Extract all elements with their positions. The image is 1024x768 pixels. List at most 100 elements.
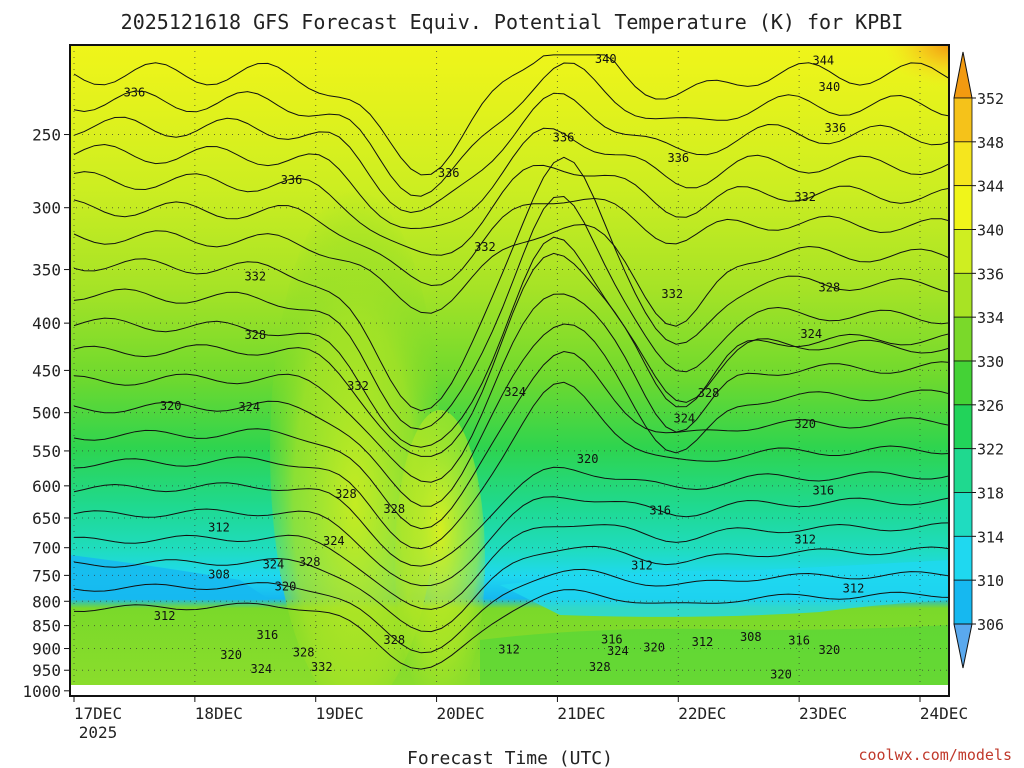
contour-label: 320: [770, 667, 792, 681]
y-axis: 250 300 350 400 450 500 550 600 650 700 750 800 850 9…: [22, 126, 70, 701]
contour-label: 328: [335, 487, 357, 501]
contour-line: [73, 589, 949, 670]
y-tick-label: 850: [32, 617, 61, 636]
contour-line: [73, 236, 949, 448]
colorbar-label: 318: [977, 485, 1004, 503]
y-tick-label: 800: [32, 592, 61, 611]
contour-label: 344: [812, 54, 834, 68]
contour-label: 320: [220, 648, 242, 662]
x-tick-label: 20DEC: [436, 704, 484, 723]
contour-line: [73, 197, 949, 287]
colorbar-bottom-arrow: [953, 623, 973, 669]
contour-label: 336: [667, 151, 689, 165]
x-axis-title: Forecast Time (UTC): [407, 748, 613, 768]
contour-label: 312: [498, 642, 520, 656]
colorbar-label: 326: [977, 397, 1004, 415]
y-tick-label: 750: [32, 566, 61, 585]
contour-line: [73, 323, 949, 507]
colorbar-label: 334: [977, 309, 1004, 327]
contour-label: 336: [553, 131, 575, 145]
contour-label: 312: [692, 635, 714, 649]
x-tick-label: 18DEC: [195, 704, 243, 723]
colorbar-label: 310: [977, 572, 1004, 590]
colorbar-segment: [953, 97, 973, 143]
contour-line: [73, 466, 949, 567]
y-tick-label: 550: [32, 442, 61, 461]
contour-label: 308: [740, 630, 762, 644]
contour-label: 320: [160, 399, 182, 413]
contour-label: 320: [577, 452, 599, 466]
contour-label: 328: [383, 502, 405, 516]
contour-label: 312: [154, 609, 176, 623]
contour-label: 340: [595, 52, 617, 66]
credit-text: coolwx.com/models: [858, 746, 1012, 764]
contour-label: 316: [649, 503, 671, 517]
gridlines: [70, 45, 949, 685]
contour-line: [73, 252, 949, 457]
contour-label: 332: [474, 240, 496, 254]
y-tick-label: 650: [32, 509, 61, 528]
colorbar-label: 322: [977, 441, 1004, 459]
contour-label: 324: [607, 644, 629, 658]
colorbar-segment: [953, 229, 973, 274]
contour-label: 336: [281, 173, 303, 187]
colorbar-label: 336: [977, 265, 1004, 283]
contour-label: 320: [643, 641, 665, 655]
contour-label: 316: [788, 633, 810, 647]
warm-upper-region: [760, 45, 949, 165]
contour-label: 328: [589, 660, 611, 674]
contour-label: 312: [843, 582, 865, 596]
contour-label: 320: [819, 643, 841, 657]
ground-surface: [70, 685, 949, 696]
y-tick-label: 450: [32, 361, 61, 380]
contour-line: [73, 496, 949, 587]
contour-label: 324: [800, 327, 822, 341]
colorbar-segment: [953, 492, 973, 537]
contour-label: 328: [698, 386, 720, 400]
x-tick-label: 22DEC: [678, 704, 726, 723]
contour-label: 340: [819, 80, 841, 94]
contour-label: 316: [601, 633, 623, 647]
contour-label: 328: [299, 555, 321, 569]
colorbar-segment: [953, 185, 973, 230]
y-tick-label: 950: [32, 661, 61, 680]
contour-line: [73, 156, 949, 412]
contour-label: 328: [293, 646, 315, 660]
contour-label: 308: [208, 567, 230, 581]
colorbar-segment: [953, 141, 973, 187]
y-tick-label: 400: [32, 314, 61, 333]
y-tick-label: 700: [32, 539, 61, 558]
contour-line: [73, 223, 949, 327]
x-tick-label: 17DEC: [74, 704, 122, 723]
contour-label: 312: [794, 533, 816, 547]
contour-lines: [73, 54, 949, 670]
contour-label: 328: [819, 280, 841, 294]
chart-title: 2025121618 GFS Forecast Equiv. Potential…: [121, 10, 904, 34]
y-tick-label: 900: [32, 640, 61, 659]
contour-line: [73, 568, 949, 654]
contour-line: [73, 381, 949, 550]
contour-label: 328: [244, 328, 266, 342]
surface-warm-layer-east: [480, 625, 949, 685]
y-tick-label: 600: [32, 477, 61, 496]
colorbar-segment: [953, 316, 973, 362]
contour-label: 324: [263, 558, 285, 572]
y-tick-label: 350: [32, 261, 61, 280]
contour-label: 336: [438, 166, 460, 180]
contour-label: 316: [812, 483, 834, 497]
x-tick-label: 21DEC: [557, 704, 605, 723]
colorbar-label: 314: [977, 528, 1004, 546]
colorbar-segment: [953, 404, 973, 450]
contour-line: [73, 92, 949, 214]
contour-label: 328: [383, 633, 405, 647]
contour-label: 316: [257, 628, 279, 642]
contour-label: 332: [661, 287, 683, 301]
colorbar: 352 348 344 340 336 334 330 326 322 318 314 310 306: [953, 51, 1004, 669]
y-tick-label: 1000: [22, 682, 61, 701]
contour-label: 324: [504, 385, 526, 399]
contour-label: 332: [311, 660, 333, 674]
contour-label: 324: [250, 662, 272, 676]
colorbar-label: 352: [977, 90, 1004, 108]
contour-label: 320: [794, 417, 816, 431]
